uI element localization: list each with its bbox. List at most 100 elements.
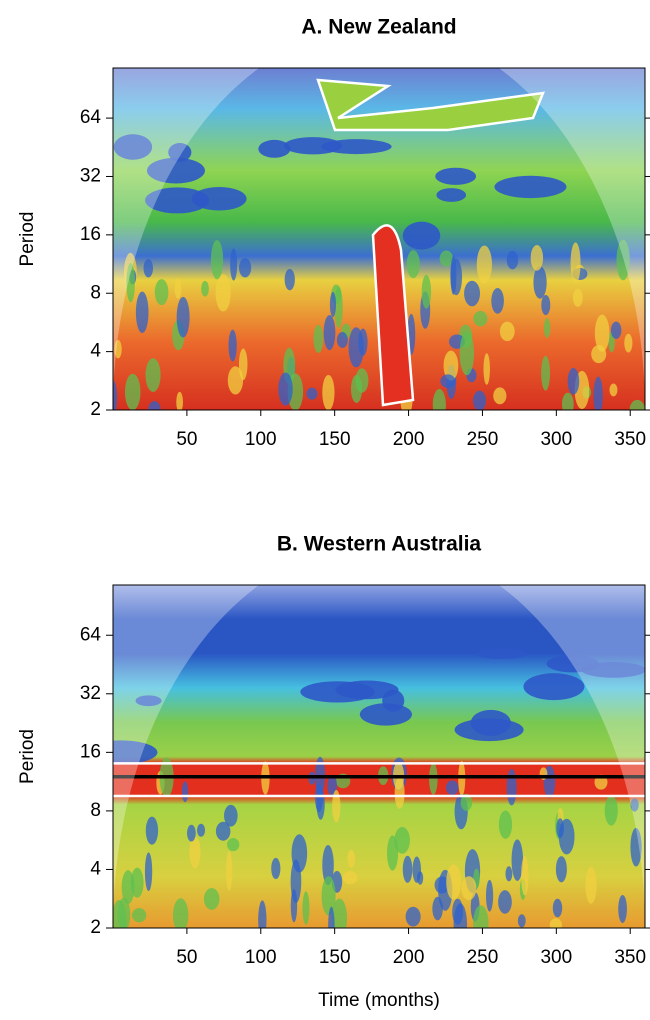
texture [176, 391, 184, 410]
texture [435, 167, 477, 185]
texture [499, 321, 515, 342]
texture [483, 353, 490, 385]
texture [323, 315, 336, 351]
texture [290, 888, 298, 923]
texture [443, 350, 459, 381]
texture [473, 390, 487, 410]
texture [486, 879, 494, 912]
texture [227, 838, 240, 852]
cone-of-influence [113, 585, 645, 928]
x-tick-label: 300 [540, 947, 572, 968]
texture [459, 331, 475, 376]
contour [371, 224, 415, 407]
texture [594, 314, 610, 352]
texture [215, 821, 231, 841]
texture [402, 855, 413, 883]
texture [464, 280, 481, 307]
y-tick-label: 2 [90, 399, 101, 420]
x-tick-label: 150 [319, 429, 351, 450]
x-tick-label: 350 [614, 947, 646, 968]
texture [148, 401, 161, 410]
x-tick-label: 150 [319, 947, 351, 968]
texture [405, 906, 421, 927]
texture [227, 366, 244, 395]
texture [174, 278, 182, 299]
texture [230, 248, 238, 281]
texture [475, 648, 528, 660]
texture [556, 818, 565, 839]
x-tick-label: 250 [467, 429, 499, 450]
texture [201, 280, 209, 297]
texture [306, 387, 318, 400]
texture [460, 793, 473, 811]
heatmap [113, 68, 645, 410]
texture [406, 250, 420, 279]
texture [168, 142, 192, 162]
texture [417, 871, 424, 885]
texture [331, 898, 348, 928]
x-tick-label: 100 [245, 429, 277, 450]
texture [322, 374, 335, 410]
texture [454, 718, 524, 742]
texture [458, 760, 466, 797]
y-tick-label: 8 [90, 282, 101, 303]
x-tick-label: 300 [540, 429, 572, 450]
texture [530, 245, 544, 271]
x-tick-label: 50 [176, 947, 197, 968]
texture [402, 221, 441, 250]
texture [124, 373, 141, 410]
texture [476, 245, 492, 284]
texture [630, 827, 642, 867]
x-axis-label: Time (months) [318, 990, 440, 1011]
texture [187, 824, 196, 842]
texture [143, 259, 154, 278]
heatmap [113, 585, 645, 928]
texture [238, 348, 248, 381]
texture [450, 256, 457, 295]
texture [491, 288, 504, 314]
texture [130, 867, 144, 898]
texture [181, 781, 189, 803]
y-axis-label: Period [17, 212, 38, 267]
texture [440, 374, 456, 389]
texture [517, 914, 526, 928]
texture [436, 188, 467, 202]
texture [446, 864, 462, 900]
texture [506, 250, 519, 270]
texture [126, 262, 135, 303]
y-tick-label: 64 [80, 107, 102, 128]
texture [604, 795, 618, 826]
texture [555, 856, 567, 883]
texture [494, 175, 567, 199]
texture [203, 888, 220, 910]
texture [135, 695, 162, 707]
texture [358, 328, 368, 356]
y-tick-label: 16 [80, 224, 101, 245]
texture [618, 894, 627, 924]
texture [511, 839, 524, 882]
texture [572, 288, 583, 307]
x-tick-label: 200 [393, 947, 425, 968]
texture [394, 777, 405, 809]
texture [291, 834, 308, 873]
texture [315, 783, 323, 813]
texture [552, 898, 563, 918]
texture [215, 273, 231, 312]
x-tick-label: 350 [614, 429, 646, 450]
texture [114, 339, 122, 359]
y-tick-label: 32 [80, 683, 101, 704]
texture [630, 798, 639, 812]
texture [581, 662, 645, 678]
texture [329, 291, 336, 318]
texture [541, 355, 550, 391]
texture [505, 866, 513, 882]
texture [593, 376, 603, 410]
texture [284, 268, 295, 291]
texture [172, 898, 189, 928]
texture [570, 242, 581, 284]
texture [473, 311, 488, 327]
texture [144, 852, 153, 892]
texture [610, 321, 622, 339]
texture [498, 890, 512, 914]
texture [271, 857, 281, 880]
